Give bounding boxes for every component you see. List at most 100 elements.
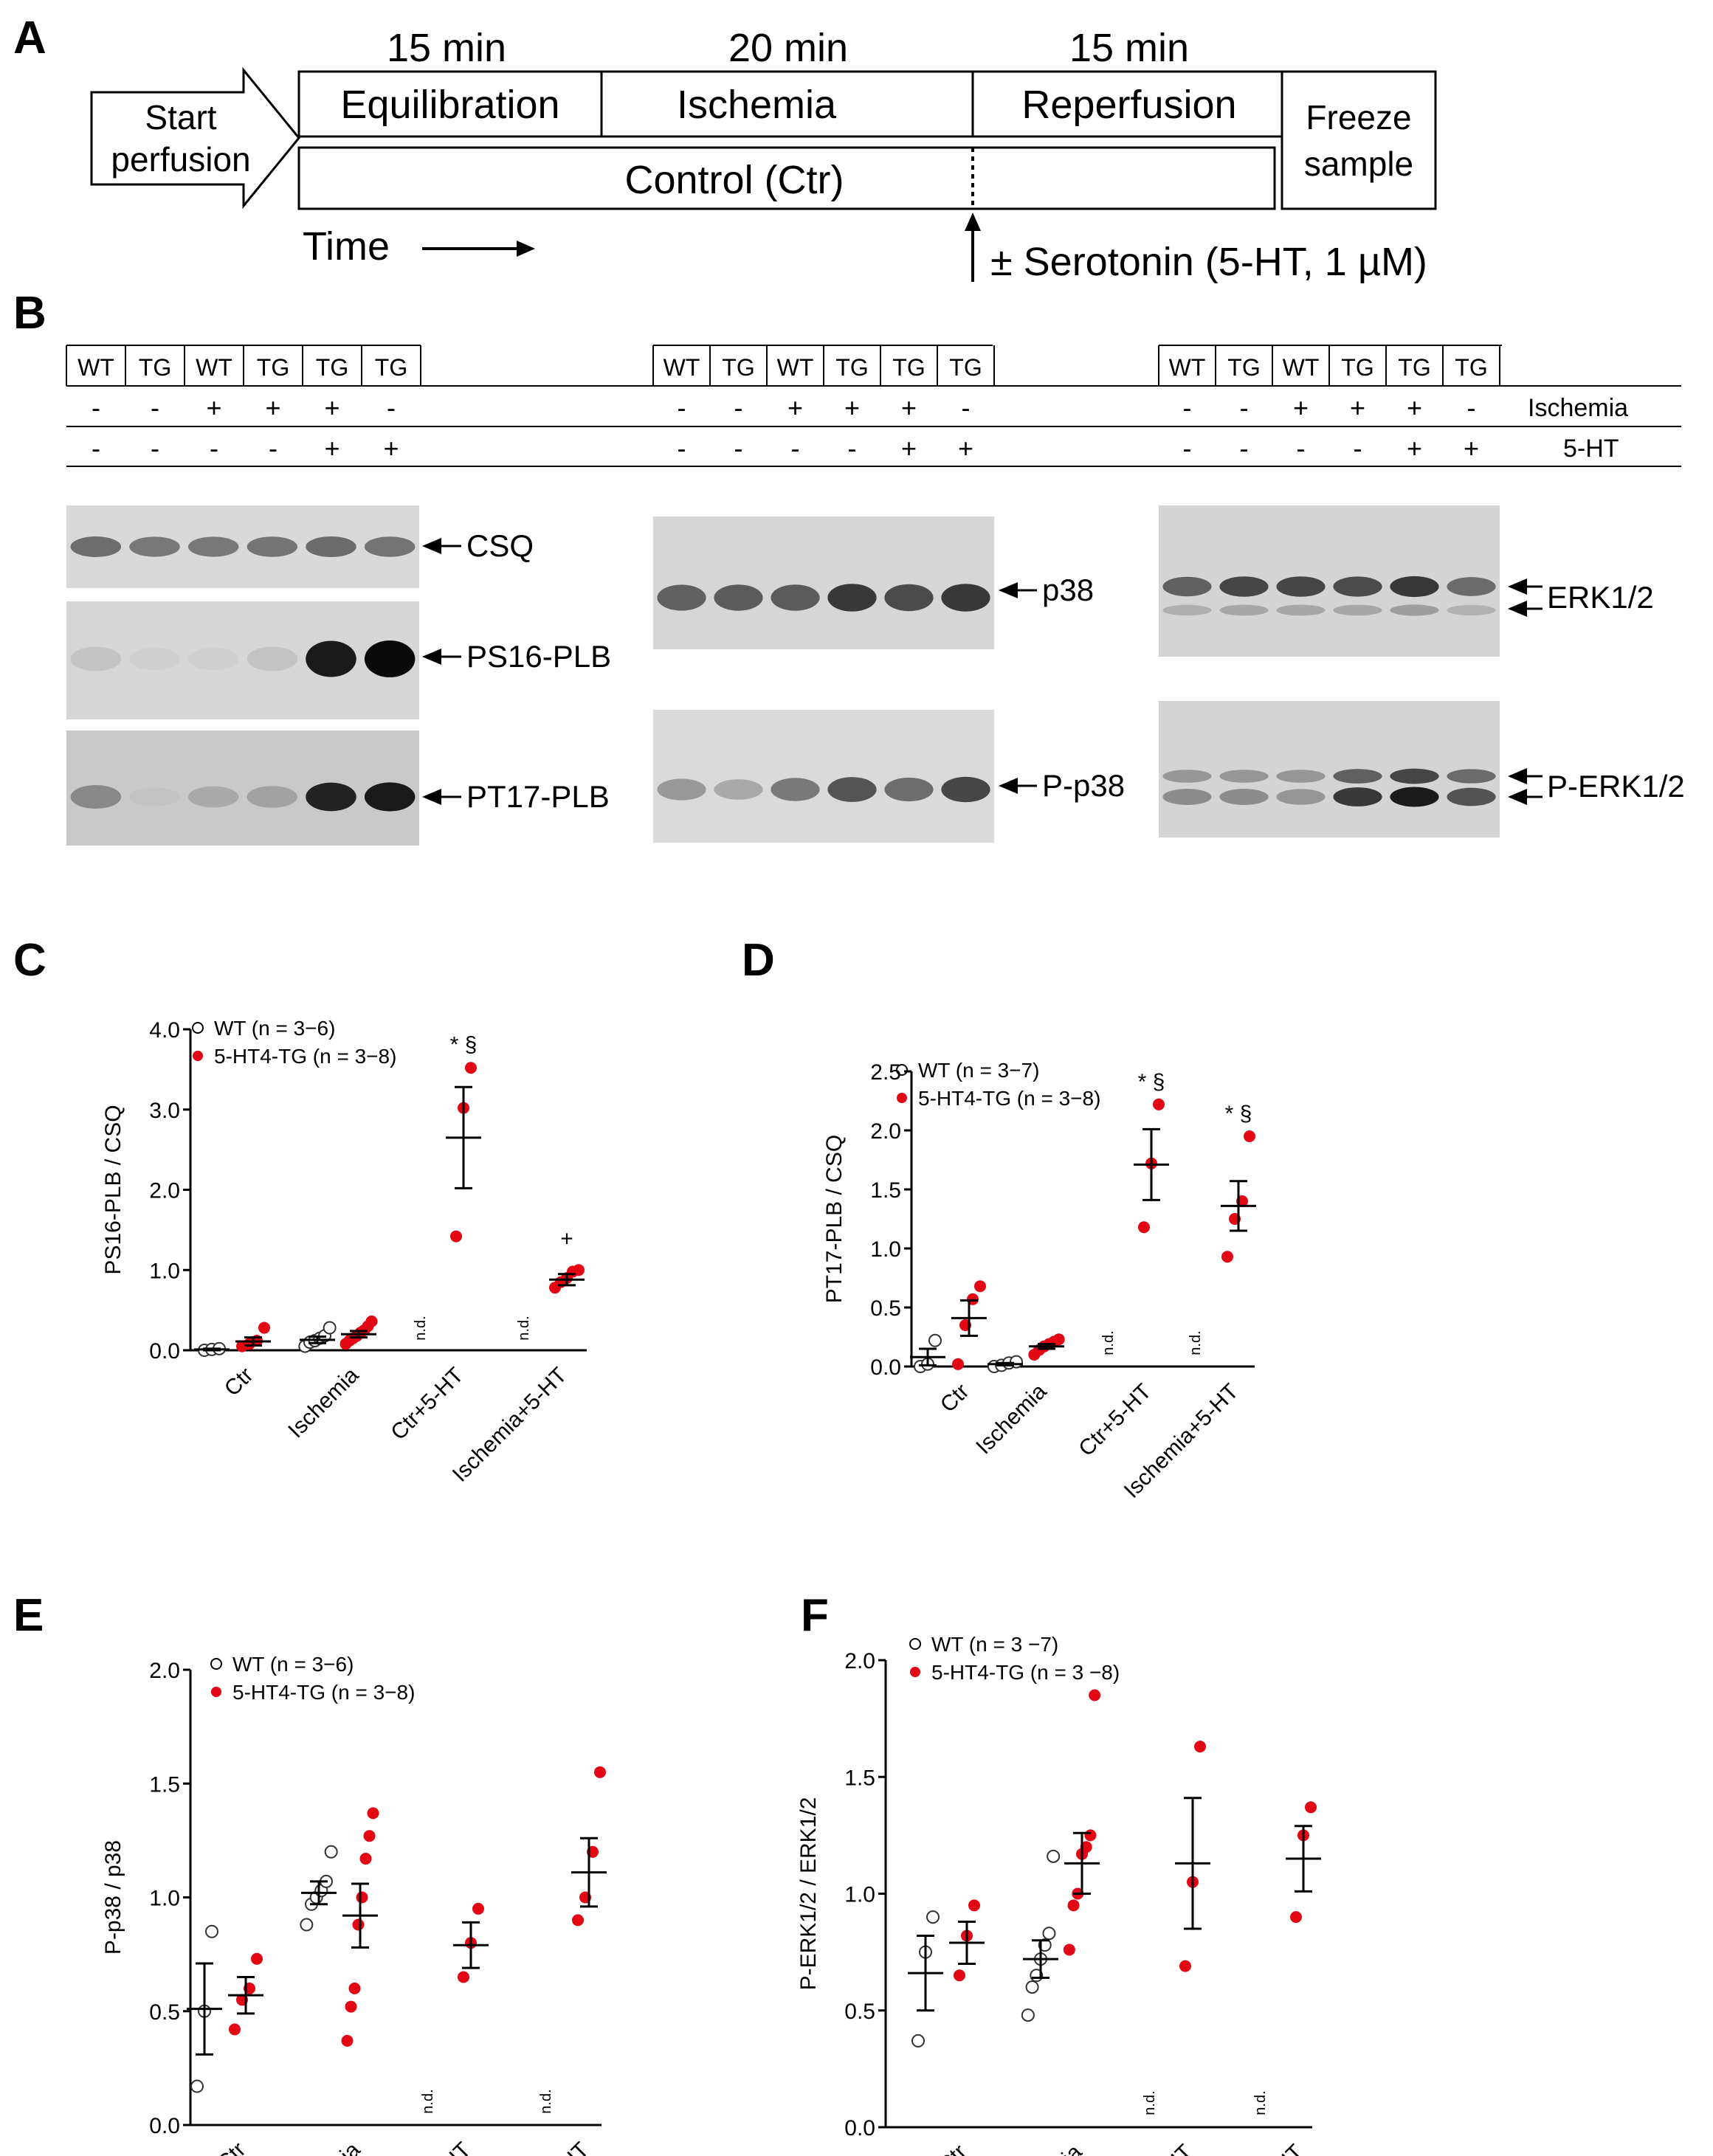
y-tick-label: 0.5 (870, 1296, 901, 1321)
band-pp38-lane-3 (771, 778, 820, 801)
y-tick-label: 1.0 (149, 1887, 180, 1911)
data-point (300, 1918, 314, 1932)
start-label-1: Start (145, 98, 216, 137)
erk-upper-arrow-icon (1508, 578, 1527, 595)
nd-label: n.d. (538, 2089, 554, 2113)
ischemia-flag-2-4: + (1407, 393, 1422, 423)
data-point (258, 1321, 270, 1334)
data-point (926, 1910, 940, 1924)
x-tick-label: Ctr+5-HT (386, 1363, 468, 1445)
legend-tg-marker (897, 1093, 907, 1103)
pp38-label: P-p38 (1042, 768, 1125, 803)
legend-wt-label: WT (n = 3 −7) (931, 1633, 1058, 1656)
genotype-2-3: TG (1341, 354, 1373, 381)
control-label: Control (Ctr) (624, 158, 844, 202)
panel-label-f: F (801, 1590, 829, 1641)
pp38-arrow-icon (999, 778, 1018, 794)
data-point (968, 1899, 980, 1912)
blot-header: WT - - TG - - WT + - TG + - TG + + TG - + WT - - TG - - WT + - TG + -… (66, 345, 1500, 463)
blot-background-pp38 (653, 710, 994, 843)
ischemia-flag-0-5: - (387, 393, 396, 423)
x-tick-label: Ischemia (971, 1379, 1051, 1459)
band-ps16-lane-3 (187, 647, 239, 671)
band-erk_upper-lane-4 (1333, 576, 1382, 597)
x-tick-label: Ctr+5-HT (1115, 2140, 1197, 2156)
band-pp38-lane-6 (941, 776, 990, 803)
band-erk_lower-lane-2 (1219, 604, 1269, 616)
series-tg (228, 1766, 607, 2047)
x-tick-label: Ischemia (1007, 2140, 1086, 2156)
y-tick-label: 2.0 (844, 1649, 875, 1673)
band-pt17-lane-4 (247, 786, 298, 808)
legend: WT (n = 3−7) 5-HT4-TG (n = 3−8) (896, 1059, 1100, 1110)
pt17-label: PT17-PLB (466, 779, 610, 814)
serotonin-flag-1-1: - (734, 433, 743, 463)
band-perk_upper-lane-5 (1390, 768, 1439, 784)
serotonin-flag-0-2: - (210, 433, 218, 463)
series-wt: n.d. n.d. (187, 1845, 554, 2114)
control-row (297, 146, 1276, 210)
duration-ischemia: 20 min (728, 26, 848, 70)
y-tick-label: 2.0 (149, 1659, 180, 1683)
legend-wt-marker (896, 1064, 908, 1076)
data-point (1080, 1841, 1092, 1853)
freeze-label-1: Freeze (1306, 98, 1411, 137)
data-point (1221, 1251, 1233, 1263)
serotonin-flag-0-0: - (92, 433, 100, 463)
ps16-arrow-icon (422, 649, 441, 665)
nd-label: n.d. (516, 1316, 532, 1340)
band-pt17-lane-2 (129, 787, 180, 806)
band-csq-lane-2 (129, 536, 180, 557)
blot-label-csq: CSQ (422, 528, 534, 563)
nd-label: n.d. (420, 2089, 436, 2113)
y-tick-label: 1.5 (870, 1178, 901, 1203)
serotonin-flag-2-2: - (1297, 433, 1306, 463)
nd-label: n.d. (1142, 2090, 1158, 2115)
band-ps16-lane-2 (129, 647, 180, 671)
series-tg (235, 1062, 585, 1352)
x-tick-label: Ctr (934, 2140, 972, 2156)
band-perk_upper-lane-3 (1276, 770, 1326, 783)
data-point (363, 1830, 376, 1842)
blot-ps16 (66, 601, 419, 719)
y-tick-label: 0.0 (870, 1355, 901, 1380)
csq-label: CSQ (466, 528, 534, 563)
band-pp38-lane-2 (714, 779, 763, 800)
y-tick-label: 2.0 (870, 1119, 901, 1144)
band-erk_lower-lane-4 (1333, 604, 1382, 616)
significance-annotation: * § (1138, 1070, 1165, 1094)
ischemia-flag-2-1: - (1240, 393, 1249, 423)
serotonin-flag-2-5: + (1464, 433, 1479, 463)
phase-reperfusion: Reperfusion (1021, 83, 1236, 127)
serotonin-flag-2-1: - (1240, 433, 1249, 463)
band-perk_lower-lane-2 (1219, 789, 1269, 805)
band-perk_lower-lane-1 (1162, 789, 1212, 805)
duration-reperfusion: 15 min (1069, 26, 1189, 70)
band-p38-lane-3 (771, 584, 820, 611)
blot-p38 (653, 516, 994, 649)
nd-label: n.d. (413, 1316, 429, 1340)
nd-label: n.d. (1100, 1330, 1117, 1355)
y-tick-label: 1.0 (844, 1883, 875, 1907)
serotonin-flag-1-5: + (958, 433, 973, 463)
data-point (251, 1952, 263, 1965)
y-tick-label: 2.0 (149, 1179, 180, 1203)
y-tick-label: 0.5 (844, 2000, 875, 2024)
band-erk_lower-lane-6 (1447, 604, 1496, 616)
ischemia-flag-2-2: + (1293, 393, 1309, 423)
genotype-0-2: WT (196, 354, 232, 381)
band-csq-lane-4 (247, 536, 298, 557)
x-tick-label: Ctr (213, 2138, 251, 2156)
genotype-0-4: TG (316, 354, 348, 381)
series-wt: n.d. n.d. (910, 1330, 1204, 1373)
series-wt: n.d. n.d. (908, 1849, 1269, 2115)
genotype-1-5: TG (949, 354, 982, 381)
ps16-label: PS16-PLB (466, 639, 611, 674)
genotype-1-3: TG (835, 354, 868, 381)
row-label-serotonin: 5-HT (1563, 435, 1619, 463)
data-point (1290, 1911, 1302, 1924)
data-point (1052, 1333, 1065, 1346)
band-pt17-lane-5 (306, 782, 356, 812)
data-point (465, 1062, 477, 1074)
